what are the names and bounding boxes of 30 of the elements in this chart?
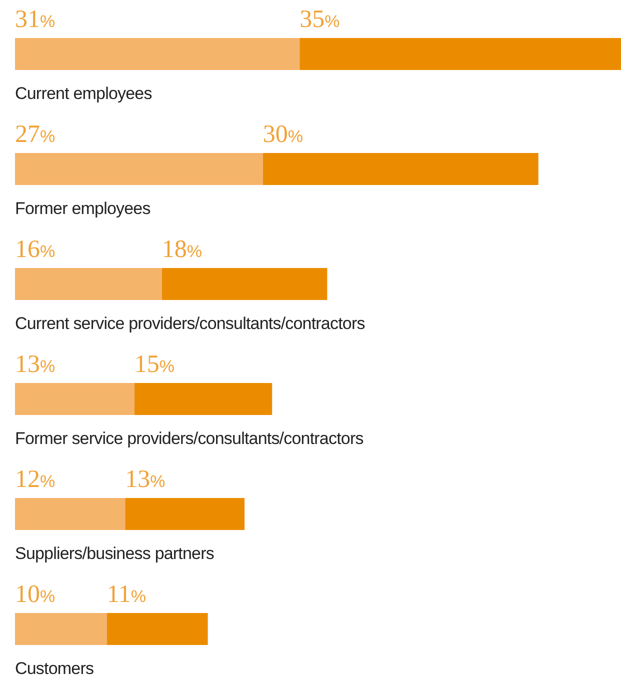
y-tick-label: Former employees bbox=[15, 199, 150, 218]
bar bbox=[106, 613, 208, 645]
bar bbox=[15, 498, 126, 530]
bar bbox=[125, 498, 245, 530]
y-tick-label: Customers bbox=[15, 659, 94, 677]
data-label: 18% bbox=[162, 236, 202, 263]
bar bbox=[15, 383, 134, 415]
data-label: 35% bbox=[300, 6, 340, 33]
data-label: 13% bbox=[15, 351, 56, 378]
data-label: 10% bbox=[15, 581, 56, 608]
bar bbox=[15, 38, 300, 70]
y-tick-label: Current employees bbox=[15, 84, 152, 103]
bar bbox=[300, 38, 621, 70]
data-label: 27% bbox=[15, 121, 56, 148]
data-label: 12% bbox=[15, 466, 56, 493]
y-tick-label: Former service providers/consultants/contractors bbox=[15, 429, 364, 448]
data-label: 31% bbox=[15, 6, 56, 33]
y-tick-label: Suppliers/business partners bbox=[15, 544, 214, 563]
bar bbox=[15, 613, 107, 645]
data-label: 13% bbox=[125, 466, 166, 493]
y-tick-label: Current service providers/consultants/contractors bbox=[15, 314, 365, 333]
data-label: 16% bbox=[15, 236, 56, 263]
bar bbox=[15, 153, 263, 185]
data-label: 15% bbox=[134, 351, 174, 378]
data-label: 11% bbox=[106, 581, 146, 608]
bar bbox=[162, 268, 328, 300]
bar bbox=[134, 383, 272, 415]
bar bbox=[262, 153, 538, 185]
bar bbox=[15, 268, 162, 300]
data-label: 30% bbox=[262, 121, 304, 148]
